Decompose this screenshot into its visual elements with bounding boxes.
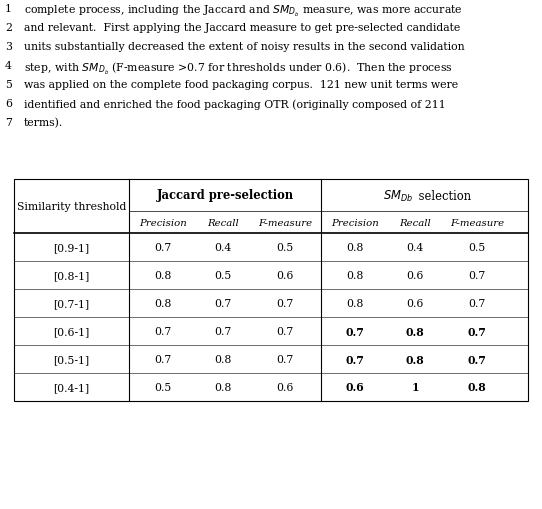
Text: [0.6-1]: [0.6-1] (53, 326, 89, 336)
Text: 0.8: 0.8 (405, 326, 424, 337)
Text: F-measure: F-measure (450, 218, 504, 227)
Text: 0.4: 0.4 (215, 242, 231, 252)
Text: 7: 7 (5, 118, 12, 128)
Text: identified and enriched the food packaging OTR (originally composed of 211: identified and enriched the food packagi… (24, 99, 446, 109)
Text: 0.5: 0.5 (215, 270, 231, 280)
Text: 0.5: 0.5 (468, 242, 486, 252)
Bar (14, 180, 528, 401)
Text: 0.8: 0.8 (214, 382, 231, 392)
Text: Precision: Precision (139, 218, 187, 227)
Text: 0.7: 0.7 (276, 298, 294, 308)
Text: $SM_{Db}$: $SM_{Db}$ (383, 188, 413, 203)
Text: 0.8: 0.8 (346, 242, 364, 252)
Text: 0.8: 0.8 (405, 354, 424, 365)
Text: 0.7: 0.7 (346, 326, 364, 337)
Text: 1: 1 (411, 382, 419, 393)
Text: 0.7: 0.7 (346, 354, 364, 365)
Text: 0.4: 0.4 (406, 242, 424, 252)
Text: 0.7: 0.7 (276, 326, 294, 336)
Text: 0.8: 0.8 (154, 298, 172, 308)
Text: 6: 6 (5, 99, 12, 109)
Text: [0.4-1]: [0.4-1] (54, 382, 89, 392)
Text: 0.7: 0.7 (276, 354, 294, 364)
Text: 0.7: 0.7 (154, 354, 172, 364)
Text: 0.6: 0.6 (276, 270, 294, 280)
Text: [0.8-1]: [0.8-1] (53, 270, 89, 280)
Text: [0.9-1]: [0.9-1] (54, 242, 89, 252)
Text: 0.7: 0.7 (215, 326, 231, 336)
Text: selection: selection (415, 189, 471, 202)
Text: 1: 1 (5, 4, 12, 14)
Text: was applied on the complete food packaging corpus.  121 new unit terms were: was applied on the complete food packagi… (24, 80, 458, 90)
Text: units substantially decreased the extent of noisy results in the second validati: units substantially decreased the extent… (24, 42, 464, 52)
Text: 0.6: 0.6 (276, 382, 294, 392)
Text: step, with $SM_{D_b}$ (F-measure >0.7 for thresholds under 0.6).  Then the proce: step, with $SM_{D_b}$ (F-measure >0.7 fo… (24, 61, 453, 77)
Text: 0.5: 0.5 (276, 242, 294, 252)
Text: Precision: Precision (331, 218, 379, 227)
Text: 3: 3 (5, 42, 12, 52)
Text: complete process, including the Jaccard and $SM_{D_b}$ measure, was more accurat: complete process, including the Jaccard … (24, 4, 463, 19)
Text: 0.5: 0.5 (154, 382, 172, 392)
Text: 5: 5 (5, 80, 12, 90)
Text: [0.5-1]: [0.5-1] (54, 354, 89, 364)
Text: 0.8: 0.8 (346, 270, 364, 280)
Text: and relevant.  First applying the Jaccard measure to get pre-selected candidate: and relevant. First applying the Jaccard… (24, 23, 460, 33)
Text: Similarity threshold: Similarity threshold (17, 202, 126, 212)
Text: 0.7: 0.7 (154, 242, 172, 252)
Text: 0.7: 0.7 (468, 326, 486, 337)
Text: 0.7: 0.7 (154, 326, 172, 336)
Text: 4: 4 (5, 61, 12, 71)
Text: 0.6: 0.6 (346, 382, 364, 393)
Text: [0.7-1]: [0.7-1] (54, 298, 89, 308)
Text: 0.7: 0.7 (468, 298, 486, 308)
Text: 0.8: 0.8 (468, 382, 486, 393)
Text: Jaccard pre-selection: Jaccard pre-selection (157, 189, 294, 202)
Text: 0.8: 0.8 (154, 270, 172, 280)
Text: 0.7: 0.7 (468, 270, 486, 280)
Text: 0.7: 0.7 (215, 298, 231, 308)
Text: 0.6: 0.6 (406, 270, 424, 280)
Text: Recall: Recall (207, 218, 239, 227)
Text: 0.8: 0.8 (346, 298, 364, 308)
Text: Recall: Recall (399, 218, 431, 227)
Text: F-measure: F-measure (258, 218, 312, 227)
Text: 2: 2 (5, 23, 12, 33)
Text: 0.6: 0.6 (406, 298, 424, 308)
Text: 0.8: 0.8 (214, 354, 231, 364)
Text: terms).: terms). (24, 118, 63, 128)
Text: 0.7: 0.7 (468, 354, 486, 365)
